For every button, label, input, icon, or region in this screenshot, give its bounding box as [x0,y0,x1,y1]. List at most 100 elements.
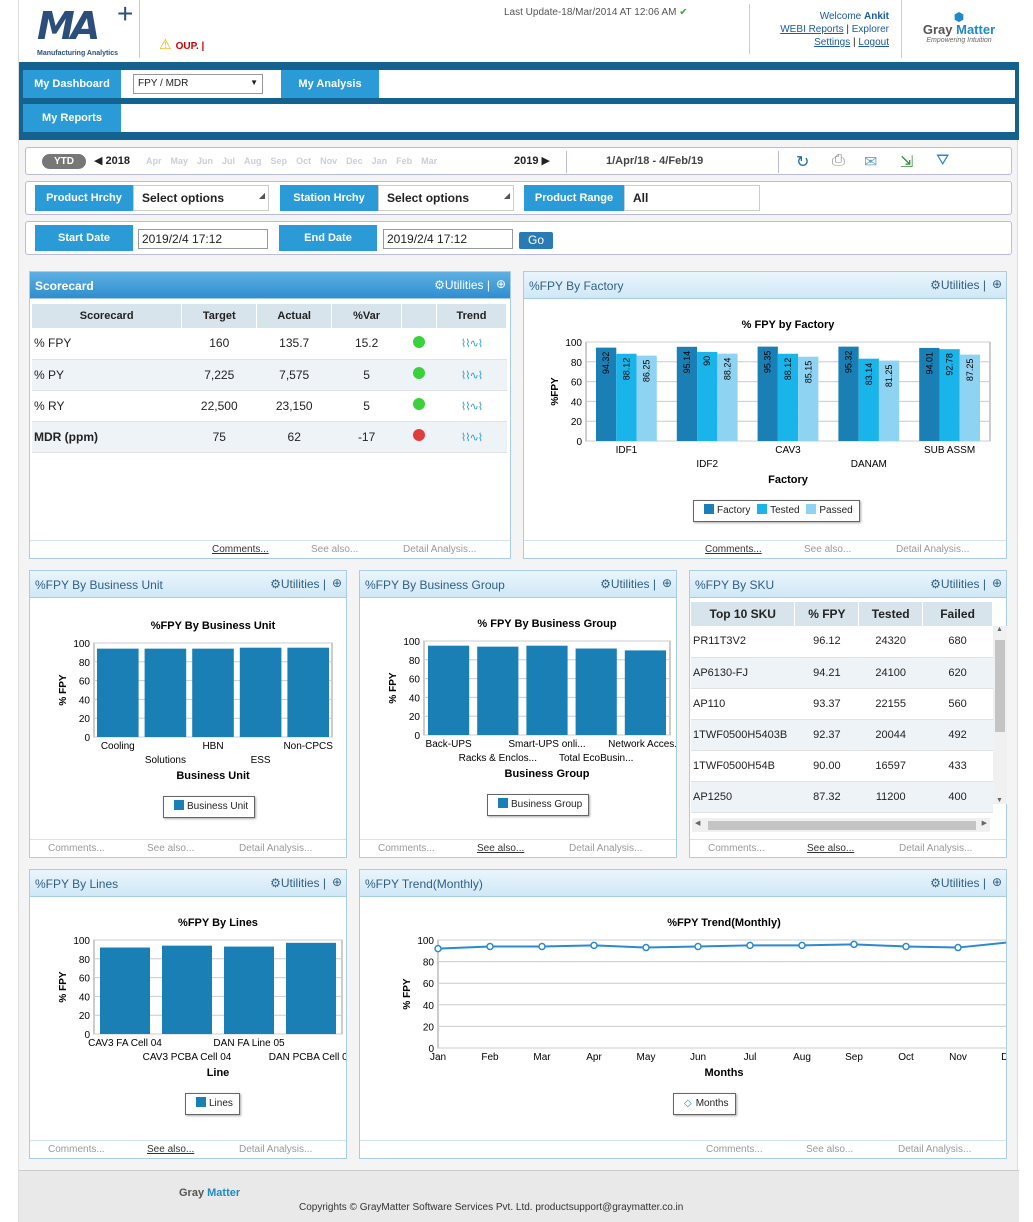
webi-reports-link[interactable]: WEBI Reports [780,24,844,35]
see-also-link[interactable]: See also... [147,843,195,854]
month-label[interactable]: Dec [346,156,363,166]
table-row[interactable]: % RY 22,500 23,150 5 ⌇⌇∿⌇ [32,390,507,422]
detail-analysis-link[interactable]: Detail Analysis... [403,544,477,555]
comments-link[interactable]: Comments... [48,843,105,854]
product-hrchy-select[interactable]: Select options ◢ [133,185,269,211]
column-header[interactable] [401,304,438,328]
refresh-icon[interactable]: ↻ [796,154,810,171]
start-date-input[interactable]: 2019/2/4 17:12 [138,229,268,249]
month-label[interactable]: Feb [396,156,413,166]
trend-sparkline-icon[interactable]: ⌇⌇∿⌇ [460,369,483,382]
column-header[interactable]: Trend [436,304,507,328]
column-header[interactable]: Tested [858,602,924,626]
station-hrchy-select[interactable]: Select options ◢ [378,185,514,211]
scroll-up-icon[interactable]: ▲ [996,626,1003,633]
column-header[interactable]: Target [181,304,258,328]
scroll-left-icon[interactable]: ◀ [695,820,701,827]
table-row[interactable]: 1TWF0500H5403B 92.37 20044 492 [691,719,993,751]
month-label[interactable]: Jul [222,156,236,166]
app-logo[interactable]: MA + Manufacturing Analytics [25,0,145,60]
table-row[interactable]: AP1250 87.32 11200 400 [691,781,993,813]
month-label[interactable]: Oct [296,156,312,166]
table-row[interactable]: PR11T3V2 96.12 24320 680 [691,626,993,658]
scroll-thumb[interactable] [708,821,976,830]
chart-legend[interactable]: Lines [185,1093,240,1115]
end-date-input[interactable]: 2019/2/4 17:12 [383,229,513,249]
table-row[interactable]: MDR (ppm) 75 62 -17 ⌇⌇∿⌇ [32,421,507,453]
horizontal-scrollbar[interactable]: ◀ ▶ [692,818,990,832]
detail-analysis-link[interactable]: Detail Analysis... [899,843,973,854]
utilities-button[interactable]: ⚙Utilities | [930,278,986,292]
table-row[interactable]: % FPY 160 135.7 15.2 ⌇⌇∿⌇ [32,328,507,360]
column-header[interactable]: Actual [256,304,333,328]
zoom-icon[interactable]: ⊕ [331,576,342,590]
table-row[interactable]: 1TWF0500H54B 90.00 16597 433 [691,750,993,782]
comments-link[interactable]: Comments... [212,544,269,555]
column-header[interactable]: Failed [922,602,993,626]
scroll-down-icon[interactable]: ▼ [996,797,1003,804]
detail-analysis-link[interactable]: Detail Analysis... [239,843,313,854]
utilities-button[interactable]: ⚙Utilities | [930,876,986,890]
go-button[interactable]: Go [519,232,553,249]
zoom-icon[interactable]: ⊕ [331,875,342,889]
zoom-icon[interactable]: ⊕ [991,875,1002,889]
column-header[interactable]: Scorecard [32,304,183,328]
utilities-button[interactable]: ⚙Utilities | [434,278,490,292]
month-label[interactable]: Apr [146,156,162,166]
explorer-link[interactable]: Explorer [851,24,889,35]
dashboard-select[interactable]: FPY / MDR ▼ [133,74,263,94]
email-icon[interactable]: ✉ [864,154,878,171]
month-label[interactable]: Aug [244,156,262,166]
detail-analysis-link[interactable]: Detail Analysis... [898,1144,972,1155]
comments-link[interactable]: Comments... [48,1144,105,1155]
scroll-right-icon[interactable]: ▶ [981,820,987,827]
my-analysis-button[interactable]: My Analysis [281,70,379,98]
table-row[interactable]: AP110 93.37 22155 560 [691,688,993,720]
comments-link[interactable]: Comments... [378,843,435,854]
trend-sparkline-icon[interactable]: ⌇⌇∿⌇ [460,338,483,351]
column-header[interactable]: Top 10 SKU [691,602,796,626]
table-row[interactable]: % PY 7,225 7,575 5 ⌇⌇∿⌇ [32,359,507,391]
trend-sparkline-icon[interactable]: ⌇⌇∿⌇ [460,431,483,444]
utilities-button[interactable]: ⚙Utilities | [930,577,986,591]
see-also-link[interactable]: See also... [147,1144,195,1155]
month-label[interactable]: Jun [197,156,214,166]
month-label[interactable]: Nov [320,156,338,166]
see-also-link[interactable]: See also... [311,544,359,555]
month-slider[interactable]: Apr May Jun Jul Aug Sep Oct Nov Dec Jan Feb Mar [146,156,446,166]
column-header[interactable]: %Var [331,304,403,328]
zoom-icon[interactable]: ⊕ [991,277,1002,291]
see-also-link[interactable]: See also... [807,843,855,854]
see-also-link[interactable]: See also... [804,544,852,555]
detail-analysis-link[interactable]: Detail Analysis... [896,544,970,555]
detail-analysis-link[interactable]: Detail Analysis... [569,843,643,854]
print-icon[interactable]: ⎙ [832,152,845,169]
my-reports-button[interactable]: My Reports [23,104,121,132]
table-row[interactable]: AP6130-FJ 94.21 24100 620 [691,657,993,689]
comments-link[interactable]: Comments... [705,544,762,555]
vertical-scrollbar[interactable]: ▲ ▼ [993,626,1007,804]
see-also-link[interactable]: See also... [477,843,525,854]
zoom-icon[interactable]: ⊕ [661,576,672,590]
logout-link[interactable]: Logout [858,37,889,48]
my-dashboard-button[interactable]: My Dashboard [23,70,121,98]
filter-icon[interactable]: ⛛ [936,152,950,169]
zoom-icon[interactable]: ⊕ [495,277,506,291]
product-range-select[interactable]: All [624,185,760,211]
end-year[interactable]: 2019 ▶ [514,155,550,167]
month-label[interactable]: Mar [421,156,438,166]
detail-analysis-link[interactable]: Detail Analysis... [239,1144,313,1155]
settings-link[interactable]: Settings [814,37,851,48]
utilities-button[interactable]: ⚙Utilities | [270,577,326,591]
comments-link[interactable]: Comments... [708,843,765,854]
ytd-button[interactable]: YTD [42,154,86,169]
export-icon[interactable]: ⇲ [900,154,914,171]
chart-legend[interactable]: Factory Tested Passed [693,500,860,522]
utilities-button[interactable]: ⚙Utilities | [270,876,326,890]
start-year[interactable]: ◀ 2018 [94,155,130,167]
chart-legend[interactable]: Business Unit [163,796,256,818]
month-label[interactable]: Jan [371,156,388,166]
zoom-icon[interactable]: ⊕ [991,576,1002,590]
trend-sparkline-icon[interactable]: ⌇⌇∿⌇ [460,400,483,413]
chart-legend[interactable]: Business Group [487,794,590,816]
